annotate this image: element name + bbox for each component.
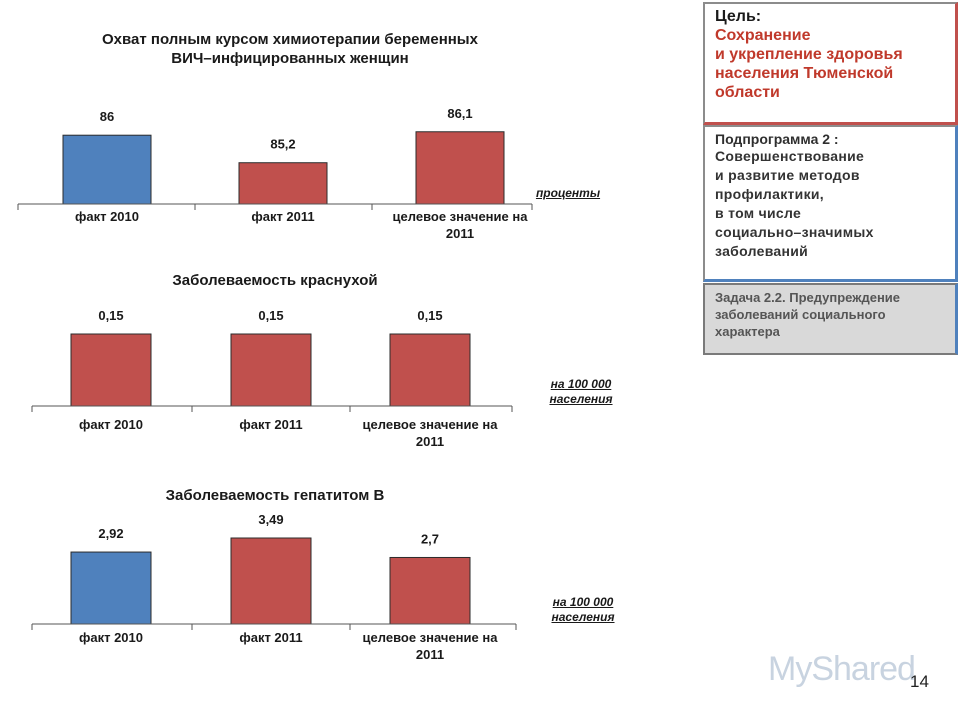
subprogram-line: заболеваний bbox=[715, 243, 809, 259]
subprogram-line: в том числе bbox=[715, 205, 802, 221]
subprogram-line: Совершенствование bbox=[715, 148, 865, 164]
tick-label: 2011 bbox=[416, 434, 444, 449]
goal-line: населения Тюменской bbox=[715, 65, 894, 82]
chart-title: Заболеваемость краснухой bbox=[172, 272, 377, 289]
chart-title: ВИЧ–инфицированных женщин bbox=[171, 50, 408, 67]
subprogram-text: Совершенствование и развитие методов про… bbox=[715, 147, 945, 261]
goal-line: области bbox=[715, 84, 780, 101]
data-label: 85,2 bbox=[270, 137, 295, 152]
subprogram-line: профилактики, bbox=[715, 186, 824, 202]
unit-label-per100k: на 100 000 населения bbox=[538, 595, 628, 625]
rubella-incidence-chart: Заболеваемость краснухой 0,15 факт 2010 0,1… bbox=[31, 272, 513, 449]
bar bbox=[415, 131, 505, 205]
bar bbox=[230, 537, 312, 625]
goal-line: Сохранение bbox=[715, 27, 811, 44]
data-label: 86 bbox=[100, 109, 114, 124]
tick-label: целевое значение на bbox=[363, 630, 499, 645]
data-label: 0,15 bbox=[98, 308, 123, 323]
task-text: Задача 2.2. Предупреждение заболеваний с… bbox=[715, 289, 945, 340]
tick-label: факт 2010 bbox=[79, 417, 143, 432]
tick-label: факт 2011 bbox=[239, 417, 302, 432]
tick-label: целевое значение на bbox=[363, 417, 499, 432]
subprogram-label: Подпрограмма 2 : bbox=[715, 131, 839, 147]
task-line: Предупреждение bbox=[789, 290, 901, 305]
bar bbox=[70, 333, 152, 407]
task-panel: Задача 2.2. Предупреждение заболеваний с… bbox=[703, 283, 958, 355]
chemotherapy-coverage-chart: Охват полным курсом химиотерапии беремен… bbox=[17, 31, 533, 241]
tick-label: факт 2011 bbox=[239, 630, 302, 645]
task-label: Задача 2.2. bbox=[715, 290, 786, 305]
unit-line: на 100 000 bbox=[550, 377, 612, 391]
unit-label-per100k: на 100 000 населения bbox=[536, 377, 626, 407]
bar bbox=[389, 556, 471, 625]
tick-label: факт 2011 bbox=[251, 209, 314, 224]
data-label: 0,15 bbox=[417, 308, 442, 323]
unit-label-percent: проценты bbox=[535, 186, 601, 200]
subprogram-line: и развитие методов bbox=[715, 167, 860, 183]
tick-label: 2011 bbox=[416, 647, 444, 662]
chart-title: Охват полным курсом химиотерапии беремен… bbox=[102, 31, 479, 48]
bar bbox=[389, 333, 471, 407]
unit-line: населения bbox=[551, 610, 615, 624]
tick-label: факт 2010 bbox=[79, 630, 143, 645]
data-label: 3,49 bbox=[258, 512, 283, 527]
bar bbox=[230, 333, 312, 407]
page-number: 14 bbox=[910, 672, 929, 691]
task-line: характера bbox=[715, 324, 780, 339]
bar bbox=[62, 134, 152, 205]
tick-label: факт 2010 bbox=[75, 209, 139, 224]
tick-label: 2011 bbox=[446, 226, 474, 241]
data-label: 2,7 bbox=[421, 531, 439, 546]
goal-text: Сохранение и укрепление здоровья населен… bbox=[715, 26, 945, 102]
data-label: 2,92 bbox=[98, 526, 123, 541]
tick-label: целевое значение на bbox=[393, 209, 529, 224]
bar bbox=[70, 551, 152, 625]
unit-line: населения bbox=[549, 392, 613, 406]
data-label: 86,1 bbox=[447, 106, 472, 121]
data-label: 0,15 bbox=[258, 308, 283, 323]
subprogram-panel: Подпрограмма 2 : Совершенствование и раз… bbox=[703, 125, 958, 282]
bar bbox=[238, 162, 328, 205]
goal-panel: Цель: Сохранение и укрепление здоровья н… bbox=[703, 2, 958, 125]
hepatitis-b-incidence-chart: Заболеваемость гепатитом В 2,92 факт 2010 3… bbox=[31, 487, 517, 662]
goal-label: Цель: bbox=[715, 8, 762, 25]
watermark-logo: MyShared bbox=[768, 650, 916, 688]
chart-title: Заболеваемость гепатитом В bbox=[166, 487, 385, 504]
task-line: заболеваний социального bbox=[715, 307, 886, 322]
subprogram-line: социально–значимых bbox=[715, 224, 874, 240]
goal-line: и укрепление здоровья bbox=[715, 46, 903, 63]
unit-line: на 100 000 bbox=[552, 595, 614, 609]
